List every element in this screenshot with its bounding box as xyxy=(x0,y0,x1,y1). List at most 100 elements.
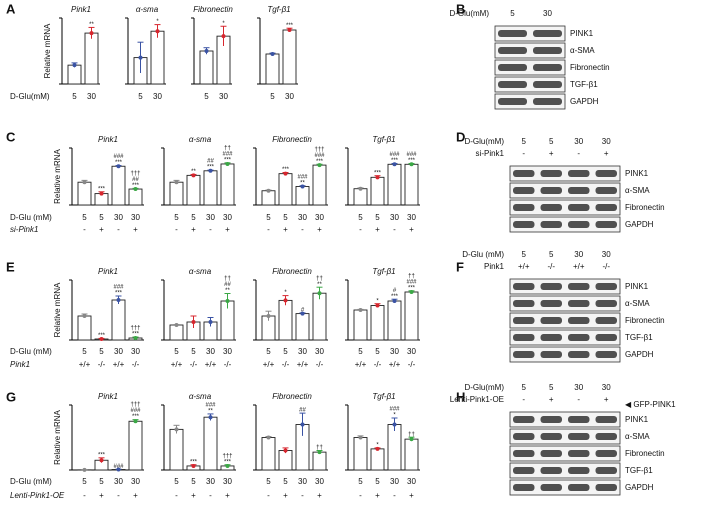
blot-strip xyxy=(509,165,621,182)
x-group-label: -/- xyxy=(374,360,382,369)
significance: ### xyxy=(406,152,417,158)
blot-row-label: TGF-β1 xyxy=(625,466,653,475)
significance: * xyxy=(222,21,225,27)
blot-band xyxy=(595,283,617,290)
lane-label: 30 xyxy=(574,383,583,392)
significance: ** xyxy=(317,282,322,288)
x-group-label: -/- xyxy=(224,360,232,369)
blot-band xyxy=(595,351,617,358)
blot-band xyxy=(513,484,535,491)
blot-band xyxy=(498,98,527,105)
mean-dot xyxy=(208,320,213,324)
chart-title: Tgf-β1 xyxy=(267,5,290,14)
lane-label: - xyxy=(522,149,525,158)
significance: *** xyxy=(224,157,232,163)
blot-band xyxy=(595,170,617,177)
x-tick-label: 5 xyxy=(283,347,288,356)
blot-header-label: D-Glu(mM) xyxy=(464,137,504,146)
x-group-label: +/+ xyxy=(79,360,91,369)
x-group-label: - xyxy=(267,491,270,500)
mean-dot xyxy=(283,448,288,453)
significance: †† xyxy=(224,145,231,151)
x-tick-label: 5 xyxy=(375,347,380,356)
significance: ### xyxy=(406,279,417,285)
bar xyxy=(265,53,280,85)
row-label: D-Glu (mM) xyxy=(10,213,52,222)
significance: †† xyxy=(316,445,323,451)
mean-dot xyxy=(317,163,322,168)
significance: * xyxy=(376,442,379,448)
bar xyxy=(353,309,368,341)
chart-title: Tgf-β1 xyxy=(372,135,395,144)
lane-label: 30 xyxy=(602,137,611,146)
lane-label: 30 xyxy=(602,383,611,392)
mean-dot xyxy=(375,175,380,180)
bar xyxy=(203,170,218,206)
x-tick-label: 5 xyxy=(358,347,363,356)
mean-dot xyxy=(133,419,138,424)
mean-dot xyxy=(99,337,104,341)
bar xyxy=(111,299,126,341)
blot-band xyxy=(540,351,562,358)
blot-band xyxy=(568,433,590,440)
row-label: D-Glu (mM) xyxy=(10,477,52,486)
blot-band xyxy=(568,351,590,358)
chart-title: α-sma xyxy=(189,135,212,144)
blot-band xyxy=(498,64,527,71)
mean-dot xyxy=(133,336,138,340)
x-group-label: + xyxy=(317,491,322,500)
bar xyxy=(312,164,327,206)
blot-band xyxy=(595,221,617,228)
x-tick-label: 5 xyxy=(283,213,288,222)
mean-dot xyxy=(225,463,230,468)
blot-band xyxy=(568,484,590,491)
significance: *** xyxy=(207,165,215,171)
x-group-label: +/+ xyxy=(113,360,125,369)
y-axis-label: Relative mRNA xyxy=(53,410,62,465)
x-tick-label: 30 xyxy=(114,213,123,222)
y-axis-label: Relative mRNA xyxy=(53,282,62,337)
bar xyxy=(186,174,201,206)
mean-dot xyxy=(225,161,230,166)
blot-band xyxy=(533,81,562,88)
blot-header-label: D-Glu (mM) xyxy=(462,250,504,259)
x-group-label: - xyxy=(83,491,86,500)
significance: ††† xyxy=(314,147,324,153)
panel-label: B xyxy=(456,1,465,16)
panel-label: D xyxy=(456,129,465,144)
bar xyxy=(278,450,293,471)
lane-label: 5 xyxy=(549,250,554,259)
x-tick-label: 30 xyxy=(206,477,215,486)
mean-dot xyxy=(116,164,121,169)
x-tick-label: 5 xyxy=(191,347,196,356)
mean-dot xyxy=(174,323,179,327)
x-tick-label: 30 xyxy=(223,477,232,486)
blot-marker: ◀ GFP-PINK1 xyxy=(625,400,676,409)
x-tick-label: 5 xyxy=(72,92,77,101)
lane-label: + xyxy=(549,395,554,404)
mean-dot xyxy=(300,184,305,189)
significance: ## xyxy=(224,282,231,288)
x-group-label: + xyxy=(283,225,288,234)
significance: ††† xyxy=(222,453,232,459)
lane-label: 5 xyxy=(549,137,554,146)
significance: *** xyxy=(115,160,123,166)
lane-label: +/+ xyxy=(518,262,530,271)
x-group-label: + xyxy=(133,491,138,500)
x-group-label: - xyxy=(175,491,178,500)
mean-dot xyxy=(375,303,380,308)
mean-dot xyxy=(283,171,288,176)
significance: *** xyxy=(98,333,106,339)
blot-band xyxy=(533,98,562,105)
x-tick-label: 30 xyxy=(285,92,294,101)
blot-row-label: Fibronectin xyxy=(625,449,665,458)
x-group-label: -/- xyxy=(408,360,416,369)
blot-strip xyxy=(509,199,621,216)
blot-strip xyxy=(509,182,621,199)
significance: *** xyxy=(286,23,294,29)
blot-band xyxy=(595,450,617,457)
blot-band xyxy=(595,484,617,491)
mean-dot xyxy=(155,29,160,34)
x-group-label: - xyxy=(301,225,304,234)
blot-band xyxy=(513,221,535,228)
